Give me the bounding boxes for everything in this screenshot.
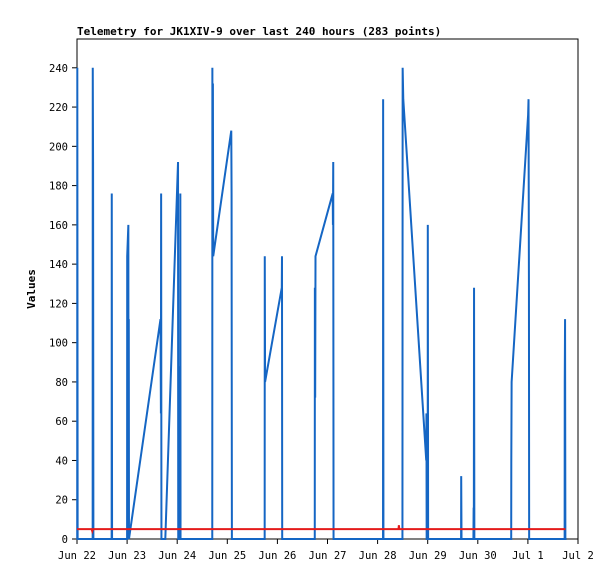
x-tick-label: Jun 25 [208,550,246,562]
series-layer [76,67,567,540]
x-tick-label: Jun 27 [309,550,347,562]
y-tick-label: 160 [49,220,68,232]
y-tick-label: 20 [55,495,68,507]
x-tick-label: Jun 30 [459,550,497,562]
y-tick-label: 40 [55,455,68,467]
y-axis: 0 20 40 60 80 100 120 140 160 180 200 220 240 [49,63,77,546]
x-tick-label: Jun 24 [158,550,196,562]
x-tick-label: Jun 29 [409,550,447,562]
x-tick-label: Jul 2 [562,550,594,562]
y-tick-label: 80 [55,377,68,389]
x-tick-label: Jun 26 [258,550,296,562]
y-tick-label: 200 [49,141,68,153]
x-axis: Jun 22 Jun 23 Jun 24 Jun 25 Jun 26 Jun 27 Jun … [58,539,594,562]
x-tick-label: Jun 23 [108,550,146,562]
chart-title: Telemetry for JK1XIV-9 over last 240 hou… [77,25,441,38]
y-tick-label: 120 [49,298,68,310]
y-tick-label: 140 [49,259,68,271]
y-tick-label: 180 [49,181,68,193]
plot-frame [76,38,579,540]
y-tick-label: 0 [62,534,68,546]
y-axis-label: Values [25,269,38,309]
x-tick-label: Jun 22 [58,550,96,562]
series-line-0 [76,67,567,540]
x-tick-label: Jul 1 [512,550,544,562]
y-tick-label: 220 [49,102,68,114]
y-tick-label: 240 [49,63,68,75]
x-tick-label: Jun 28 [359,550,397,562]
y-tick-label: 100 [49,338,68,350]
y-tick-label: 60 [55,416,68,428]
series-line-1 [77,525,566,535]
